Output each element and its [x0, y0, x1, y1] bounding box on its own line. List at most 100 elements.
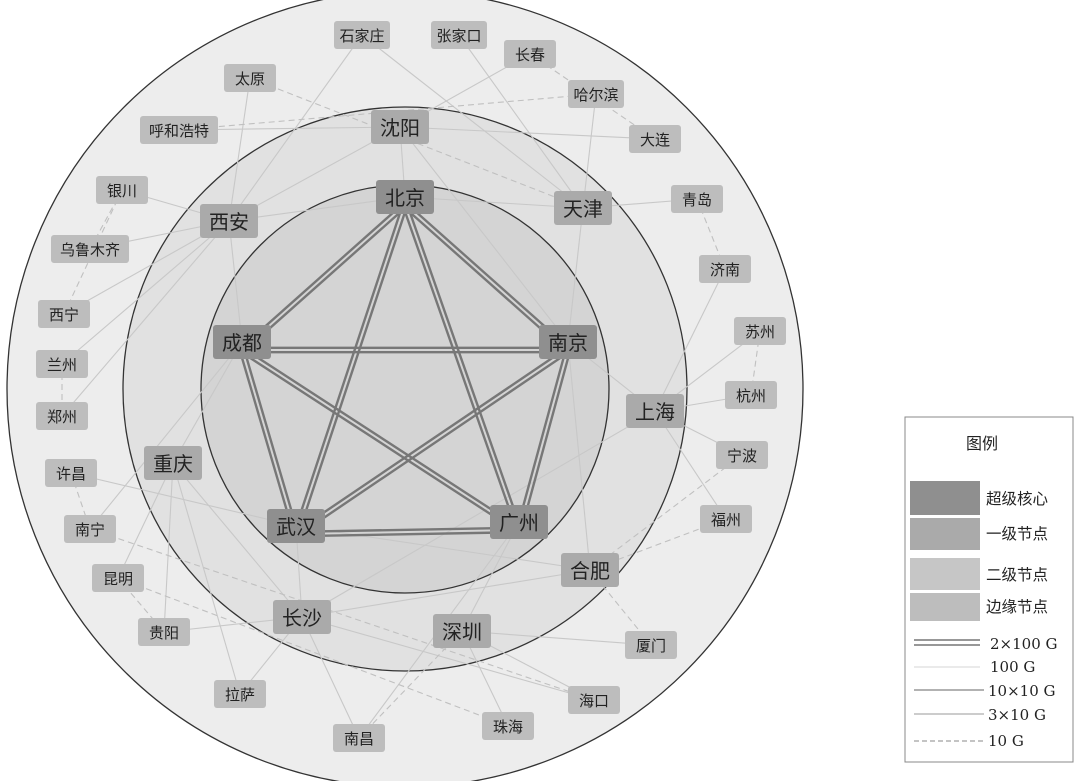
- node-kunming-box: [92, 564, 144, 592]
- node-changsha-label: 长沙: [282, 606, 322, 630]
- node-zhuhai-box: [482, 712, 534, 740]
- node-zhangjiakou-label: 张家口: [436, 27, 481, 45]
- node-xuchang-label: 许昌: [56, 465, 86, 483]
- legend-swatch-tier2: [910, 558, 980, 590]
- link-light-shenzhen-xiamen: [461, 630, 652, 646]
- link-double-guangzhou-chengdu: [242, 347, 521, 530]
- link-light-beijing-tianjin: [404, 196, 584, 209]
- node-ningbo-box: [716, 441, 768, 469]
- legend-label-3x10g: 3×10 G: [988, 706, 1046, 724]
- node-tianjin-box: [554, 191, 612, 225]
- link-double-nanjing-guangzhou: [519, 350, 572, 531]
- link-light-beijing-xian: [228, 196, 406, 222]
- legend-label-10x10g: 10×10 G: [988, 682, 1056, 700]
- node-zhangjiakou-box: [431, 21, 487, 49]
- link-double-wuhan-chengdu: [238, 350, 296, 535]
- node-lasa-label: 拉萨: [225, 686, 255, 704]
- node-guangzhou-box: [490, 505, 548, 539]
- link-light-shanghai-jinan: [654, 268, 726, 412]
- link-light-chongqing-guiyang: [163, 462, 174, 633]
- node-suzhou-box: [734, 317, 786, 345]
- link-light-xian-taiyuan: [228, 77, 251, 222]
- link-double-nanjing-guangzhou: [515, 349, 568, 530]
- link-light-wuhan-hefei: [295, 525, 591, 571]
- link-light-chongqing-changsha: [172, 462, 303, 618]
- node-xian-box: [200, 204, 258, 238]
- link-light-xian-zhengzhou: [61, 220, 230, 417]
- link-light-chongqing-kunming: [117, 462, 174, 579]
- legend-label-100g: 100 G: [990, 658, 1035, 676]
- link-double-beijing-wuhan: [296, 205, 409, 536]
- node-zhuhai-label: 珠海: [493, 718, 523, 736]
- link-double-beijing-guangzhou: [405, 203, 523, 530]
- node-haerbin-label: 哈尔滨: [573, 86, 618, 104]
- link-light-nanjing-hefei: [567, 341, 591, 571]
- node-chongqing-label: 重庆: [153, 452, 193, 476]
- node-wulumuqi-box: [51, 235, 129, 263]
- legend-label-10g: 10 G: [988, 732, 1024, 750]
- legend-label-tier2: 二级节点: [986, 566, 1048, 584]
- node-hangzhou-label: 杭州: [736, 387, 766, 405]
- node-xining-box: [38, 300, 90, 328]
- link-light-shenyang-nanjing: [399, 126, 569, 343]
- node-changchun-box: [504, 40, 556, 68]
- node-haikou-box: [568, 686, 620, 714]
- node-kunming-label: 昆明: [103, 570, 133, 588]
- node-hefei-box: [561, 553, 619, 587]
- node-shenyang-box: [371, 110, 429, 144]
- node-shijiazhuang-label: 石家庄: [339, 27, 384, 45]
- node-dalian-box: [629, 125, 681, 153]
- link-light-guangzhou-shenzhen: [461, 521, 520, 632]
- link-light-shenyang-xian: [228, 126, 401, 222]
- link-light-xian-lanzhou: [61, 220, 230, 365]
- link-double-nanjing-wuhan: [294, 347, 568, 534]
- link-light-changsha-nanchang: [301, 616, 360, 739]
- node-haikou-label: 海口: [579, 692, 609, 710]
- node-xiamen-label: 厦门: [636, 637, 666, 655]
- link-double-beijing-wuhan: [292, 203, 405, 534]
- link-light-xian-chengdu: [228, 220, 243, 343]
- node-ningbo-label: 宁波: [727, 447, 757, 465]
- links-double-layer: [238, 202, 572, 538]
- link-double-guangzhou-wuhan: [296, 530, 520, 538]
- node-qingdao-label: 青岛: [682, 191, 712, 209]
- link-light-hefei-changsha: [301, 569, 591, 618]
- link-light-shijiazhuang-xian: [228, 34, 363, 222]
- node-tianjin-label: 天津: [563, 197, 603, 221]
- node-nanchang-label: 南昌: [344, 730, 374, 748]
- node-huhehaote-label: 呼和浩特: [149, 122, 209, 140]
- link-light-chengdu-chongqing: [172, 341, 243, 464]
- node-changchun-label: 长春: [515, 46, 545, 64]
- link-double-beijing-nanjing: [405, 202, 571, 350]
- node-guangzhou-label: 广州: [499, 511, 539, 535]
- link-double-guangzhou-wuhan: [295, 526, 519, 534]
- node-qingdao-box: [671, 185, 723, 213]
- legend-label-edge-node: 边缘节点: [986, 598, 1048, 616]
- link-light-tianjin-shijiazhuang: [361, 34, 584, 209]
- node-xuchang-box: [45, 459, 97, 487]
- node-jinan-box: [699, 255, 751, 283]
- link-dashed-ningbo-hefei: [589, 454, 743, 571]
- node-huhehaote-box: [140, 116, 218, 144]
- link-dashed-nanning-haikou: [89, 528, 595, 701]
- node-yinchuan-label: 银川: [107, 182, 137, 200]
- node-wuhan-box: [267, 509, 325, 543]
- node-xian-label: 西安: [209, 210, 249, 234]
- node-hefei-label: 合肥: [570, 559, 610, 583]
- link-dashed-xining-yinchuan: [63, 189, 123, 315]
- node-wulumuqi-label: 乌鲁木齐: [60, 241, 120, 259]
- node-taiyuan-label: 太原: [235, 70, 265, 88]
- legend: 图例 超级核心 一级节点 二级节点 边缘节点 2×100 G 100 G 10×…: [904, 416, 1074, 763]
- legend-title: 图例: [966, 434, 998, 453]
- node-zhengzhou-label: 郑州: [47, 408, 77, 426]
- link-double-nanjing-wuhan: [296, 350, 570, 537]
- node-shanghai-box: [626, 394, 684, 428]
- node-shanghai-label: 上海: [635, 400, 675, 424]
- legend-label-super-core: 超级核心: [986, 490, 1048, 508]
- node-wuhan-label: 武汉: [276, 515, 316, 539]
- legend-label-tier1: 一级节点: [986, 525, 1048, 543]
- node-shijiazhuang-box: [334, 21, 390, 49]
- node-nanchang-box: [333, 724, 385, 752]
- node-lanzhou-box: [36, 350, 88, 378]
